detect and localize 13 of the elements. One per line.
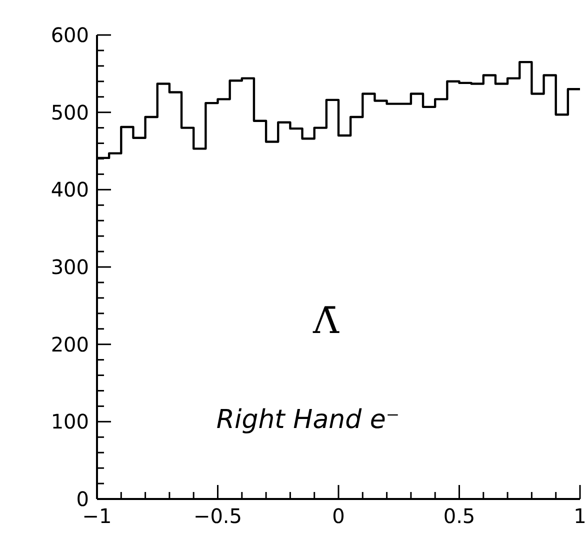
y-tick-label: 0 bbox=[76, 487, 89, 511]
annotation: Right Hand e⁻ bbox=[216, 405, 400, 435]
y-tick-label: 600 bbox=[50, 23, 89, 47]
x-tick-label: 1 bbox=[574, 504, 586, 528]
y-tick-label: 100 bbox=[50, 410, 89, 434]
annotation: Λ̄ bbox=[312, 301, 340, 342]
y-tick-label: 300 bbox=[50, 255, 89, 279]
x-tick-label: 0 bbox=[332, 504, 345, 528]
y-tick-label: 200 bbox=[50, 332, 89, 356]
x-tick-label: −0.5 bbox=[193, 504, 242, 528]
y-tick-label: 500 bbox=[50, 100, 89, 124]
y-tick-label: 400 bbox=[50, 178, 89, 202]
x-tick-label: 0.5 bbox=[443, 504, 476, 528]
